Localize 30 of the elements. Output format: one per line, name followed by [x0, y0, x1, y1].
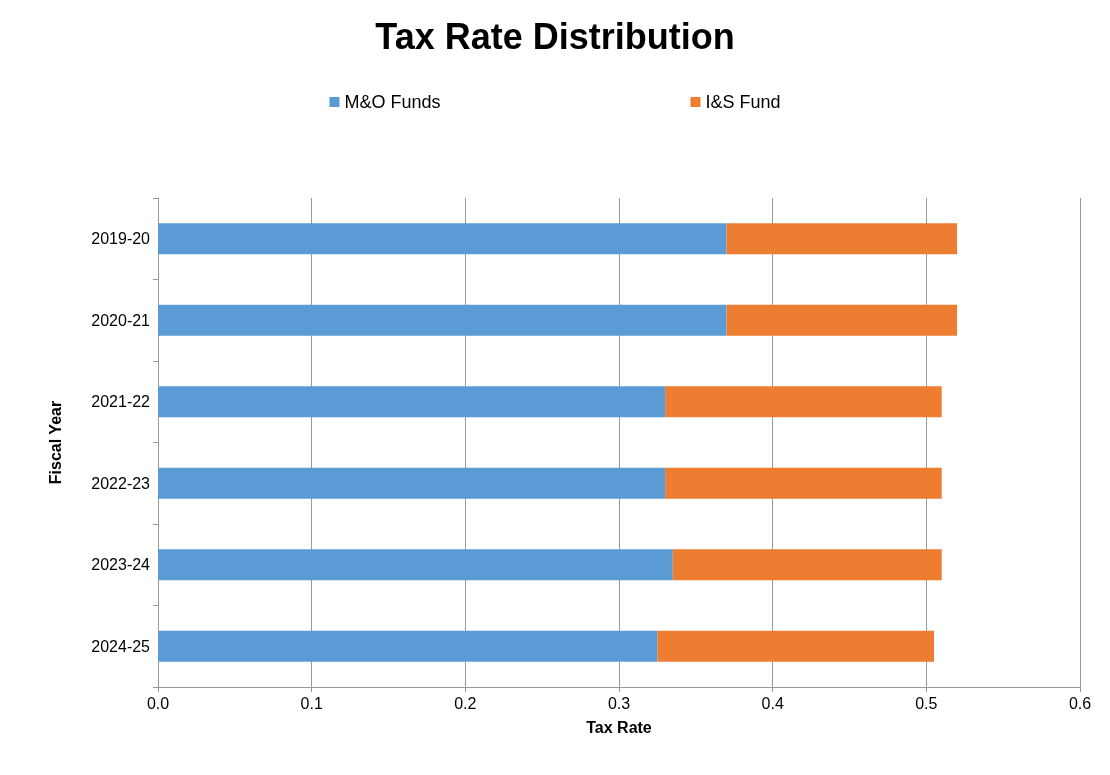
- x-tick-label: 0.2: [454, 694, 477, 712]
- bar: [665, 386, 942, 418]
- bar: [726, 223, 958, 255]
- legend-label: I&S Fund: [705, 92, 781, 112]
- y-tick-label: 2023-24: [91, 556, 151, 574]
- bar: [672, 549, 942, 581]
- bar: [726, 304, 958, 336]
- bar: [665, 467, 942, 499]
- x-tick-label: 0.6: [1068, 694, 1092, 712]
- bar: [158, 549, 673, 581]
- y-tick-label: 2021-22: [91, 393, 151, 411]
- x-tick-label: 0.4: [761, 694, 784, 712]
- bar: [158, 304, 727, 336]
- y-tick-label: 2020-21: [91, 311, 151, 329]
- x-axis-title: Tax Rate: [586, 718, 652, 736]
- y-axis-title: Fiscal Year: [46, 400, 64, 485]
- y-tick-label: 2019-20: [91, 230, 151, 248]
- bar: [158, 386, 666, 418]
- bar: [158, 630, 658, 662]
- x-tick-label: 0.0: [146, 694, 170, 712]
- bar: [657, 630, 935, 662]
- y-tick-label: 2022-23: [91, 474, 151, 492]
- chart-title: Tax Rate Distribution: [375, 15, 735, 57]
- bar: [158, 223, 727, 255]
- x-tick-label: 0.3: [607, 694, 631, 712]
- bar: [158, 467, 666, 499]
- x-tick-label: 0.1: [300, 694, 323, 712]
- x-tick-label: 0.5: [915, 694, 938, 712]
- y-tick-label: 2024-25: [91, 637, 151, 655]
- legend-label: M&O Funds: [344, 92, 441, 112]
